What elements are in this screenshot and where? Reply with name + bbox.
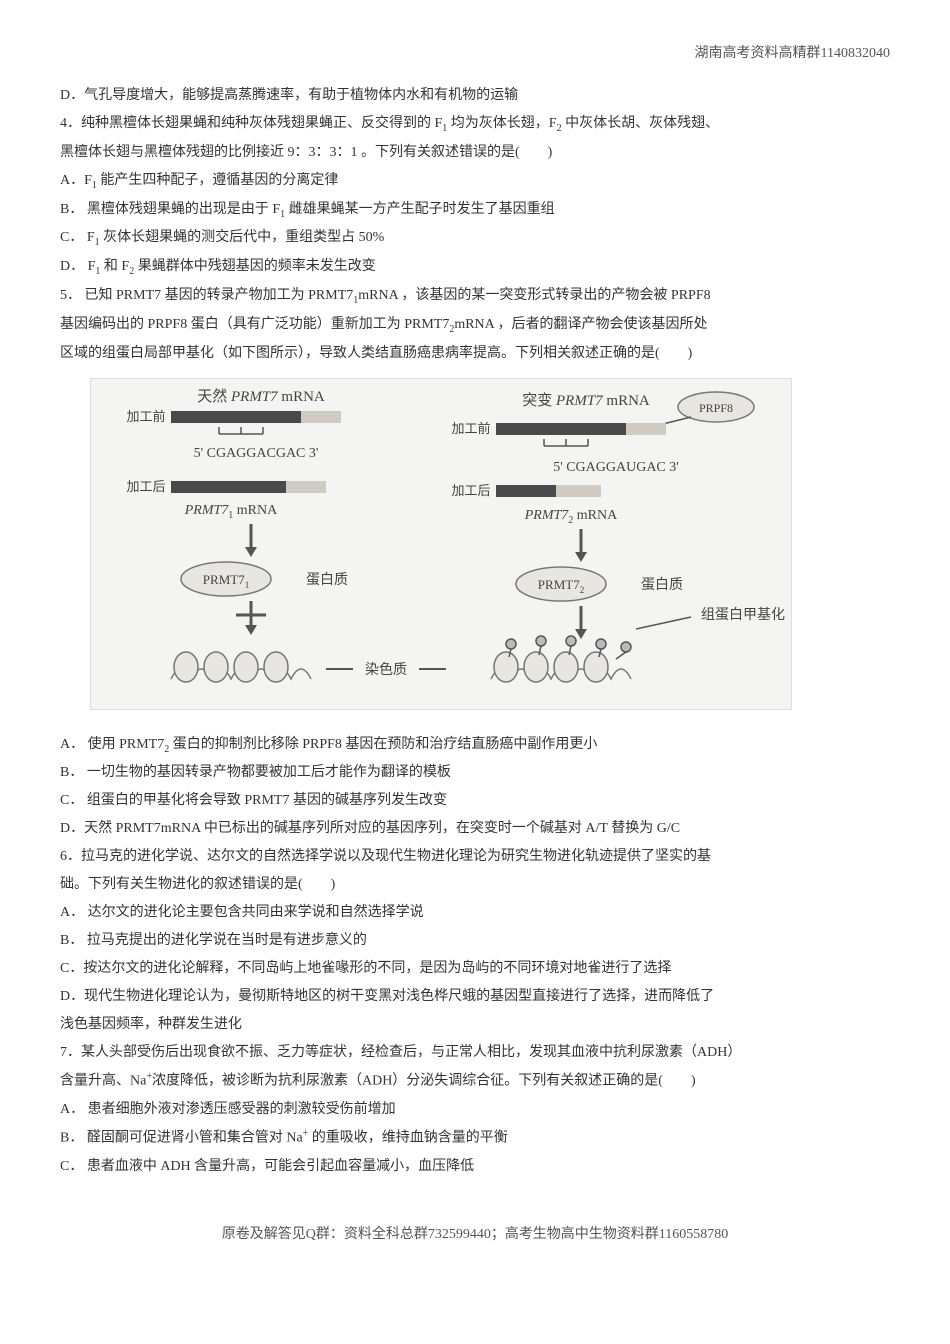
text: mRNA ，该基因的某一突变形式转录出的产物会被 PRPF8 <box>358 288 710 303</box>
text: B． 醛固酮可促进肾小管和集合管对 Na <box>60 1131 303 1146</box>
q4-stem-line2: 黑檀体长翅与黑檀体残翅的比例接近 9：3：3：1 。下列有关叙述错误的是( ) <box>60 139 890 167</box>
diagram-right-before-label: 加工前 <box>451 421 490 436</box>
text: 雌雄果蝇某一方产生配子时发生了基因重组 <box>285 202 555 217</box>
text: 含量升高、Na <box>60 1074 146 1089</box>
diagram-right-prot-label: 蛋白质 <box>641 577 683 593</box>
q7-stem-line2: 含量升高、Na+浓度降低，被诊断为抗利尿激素（ADH）分泌失调综合征。下列有关叙… <box>60 1067 890 1096</box>
diagram-prpf8-label: PRPF8 <box>699 401 733 415</box>
diagram-left-title-c: mRNA <box>278 389 325 405</box>
q6-option-a: A． 达尔文的进化论主要包含共同由来学说和自然选择学说 <box>60 899 890 927</box>
text: B． 黑檀体残翅果蝇的出现是由于 F <box>60 202 280 217</box>
diagram-left-before-label: 加工前 <box>126 409 165 424</box>
text: 基因编码出的 PRPF8 蛋白（具有广泛功能）重新加工为 PRMT7 <box>60 317 449 332</box>
q5-stem-line3: 区域的组蛋白局部甲基化（如下图所示），导致人类结直肠癌患病率提高。下列相关叙述正… <box>60 340 890 368</box>
q5-option-b: B． 一切生物的基因转录产物都要被加工后才能作为翻译的模板 <box>60 759 890 787</box>
diagram-right-mrna-a: PRMT7 <box>524 508 570 523</box>
text: 均为灰体长翅，F <box>447 116 556 131</box>
q4-option-b: B． 黑檀体残翅果蝇的出现是由于 F1 雌雄果蝇某一方产生配子时发生了基因重组 <box>60 196 890 225</box>
q4-stem-line1: 4．纯种黑檀体长翅果蝇和纯种灰体残翅果蝇正、反交得到的 F1 均为灰体长翅，F2… <box>60 110 890 139</box>
q6-stem-line2: 础。下列有关生物进化的叙述错误的是( ) <box>60 871 890 899</box>
diagram-left-seq: 5' CGAGGACGAC 3' <box>194 446 319 461</box>
diagram-left-title-a: 天然 <box>197 388 231 405</box>
svg-text:突变 PRMT7 mRNA: 突变 PRMT7 mRNA <box>522 392 650 409</box>
q6-option-b: B． 拉马克提出的进化学说在当时是有进步意义的 <box>60 927 890 955</box>
text: 蛋白的抑制剂比移除 PRPF8 基因在预防和治疗结直肠癌中副作用更小 <box>169 737 597 752</box>
footer-text: 原卷及解答见Q群：资料全科总群732599440；高考生物高中生物资料群1160… <box>60 1221 890 1249</box>
diagram-right-title-b: PRMT7 <box>555 393 604 409</box>
q7-option-a: A． 患者细胞外液对渗透压感受器的刺激较受伤前增加 <box>60 1096 890 1124</box>
diagram-right-after-label: 加工后 <box>451 483 490 498</box>
diagram-right-prot-a: PRMT7 <box>538 577 580 592</box>
diagram-right-title-c: mRNA <box>603 393 650 409</box>
q7-option-b: B． 醛固酮可促进肾小管和集合管对 Na+ 的重吸收，维持血钠含量的平衡 <box>60 1124 890 1153</box>
q3-option-d: D．气孔导度增大，能够提高蒸腾速率，有助于植物体内水和有机物的运输 <box>60 82 890 110</box>
diagram-methyl-label: 组蛋白甲基化 <box>701 606 785 623</box>
q6-option-c: C．按达尔文的进化论解释，不同岛屿上地雀喙形的不同，是因为岛屿的不同环境对地雀进… <box>60 955 890 983</box>
q4-option-d: D． F1 和 F2 果蝇群体中残翅基因的频率未发生改变 <box>60 253 890 282</box>
q5-option-a: A． 使用 PRMT72 蛋白的抑制剂比移除 PRPF8 基因在预防和治疗结直肠… <box>60 731 890 760</box>
q7-stem-line1: 7．某人头部受伤后出现食欲不振、乏力等症状，经检查后，与正常人相比，发现其血液中… <box>60 1039 890 1067</box>
text: 和 F <box>100 259 129 274</box>
q7-option-c: C． 患者血液中 ADH 含量升高，可能会引起血容量减小，血压降低 <box>60 1153 890 1181</box>
diagram-right-mrna-b: mRNA <box>573 508 618 523</box>
text: 5． 已知 PRMT7 基因的转录产物加工为 PRMT7 <box>60 288 353 303</box>
text: mRNA ，后者的翻译产物会使该基因所处 <box>454 317 707 332</box>
q4-option-a: A．F1 能产生四种配子，遵循基因的分离定律 <box>60 167 890 196</box>
text: A．F <box>60 173 92 188</box>
text: 能产生四种配子，遵循基因的分离定律 <box>97 173 339 188</box>
text: A． 使用 PRMT7 <box>60 737 164 752</box>
q5-option-c: C． 组蛋白的甲基化将会导致 PRMT7 基因的碱基序列发生改变 <box>60 787 890 815</box>
header-group-text: 湖南高考资料高精群1140832040 <box>60 40 890 68</box>
q5-stem-line2: 基因编码出的 PRPF8 蛋白（具有广泛功能）重新加工为 PRMT72mRNA … <box>60 311 890 340</box>
diagram-left-title-b: PRMT7 <box>230 389 279 405</box>
q4-option-c: C． F1 灰体长翅果蝇的测交后代中，重组类型占 50% <box>60 224 890 253</box>
text: 的重吸收，维持血钠含量的平衡 <box>308 1131 508 1146</box>
diagram-right-title-a: 突变 <box>522 392 556 409</box>
text: C． F <box>60 230 95 245</box>
q6-option-d-line1: D．现代生物进化理论认为，曼彻斯特地区的树干变黑对浅色桦尺蛾的基因型直接进行了选… <box>60 983 890 1011</box>
svg-text:天然 PRMT7 mRNA: 天然 PRMT7 mRNA <box>197 388 325 405</box>
diagram-chromatin-label: 染色质 <box>365 661 407 678</box>
diagram-left-prot-a: PRMT7 <box>203 572 245 587</box>
diagram-left-after-label: 加工后 <box>126 479 165 494</box>
text: 灰体长翅果蝇的测交后代中，重组类型占 50% <box>100 230 385 245</box>
diagram-left-mrna-a: PRMT7 <box>184 503 230 518</box>
text: D． F <box>60 259 95 274</box>
q5-diagram: 天然 PRMT7 mRNA 加工前 5' CGAGGACGAC 3' 加工后 P… <box>90 378 890 721</box>
text: 4．纯种黑檀体长翅果蝇和纯种灰体残翅果蝇正、反交得到的 F <box>60 116 442 131</box>
q5-stem-line1: 5． 已知 PRMT7 基因的转录产物加工为 PRMT71mRNA ，该基因的某… <box>60 282 890 311</box>
q6-option-d-line2: 浅色基因频率，种群发生进化 <box>60 1011 890 1039</box>
diagram-right-seq: 5' CGAGGAUGAC 3' <box>553 460 679 475</box>
q6-stem-line1: 6．拉马克的进化学说、达尔文的自然选择学说以及现代生物进化理论为研究生物进化轨迹… <box>60 843 890 871</box>
diagram-left-mrna-b: mRNA <box>233 503 278 518</box>
diagram-left-prot-label: 蛋白质 <box>306 572 348 588</box>
text: 中灰体长胡、灰体残翅、 <box>562 116 720 131</box>
diagram-right-prot-sub: 2 <box>580 585 585 595</box>
text: 果蝇群体中残翅基因的频率未发生改变 <box>134 259 376 274</box>
diagram-left-prot-sub: 1 <box>245 580 250 590</box>
text: 浓度降低，被诊断为抗利尿激素（ADH）分泌失调综合征。下列有关叙述正确的是( ) <box>152 1074 696 1089</box>
q5-option-d: D．天然 PRMT7mRNA 中已标出的碱基序列所对应的基因序列，在突变时一个碱… <box>60 815 890 843</box>
